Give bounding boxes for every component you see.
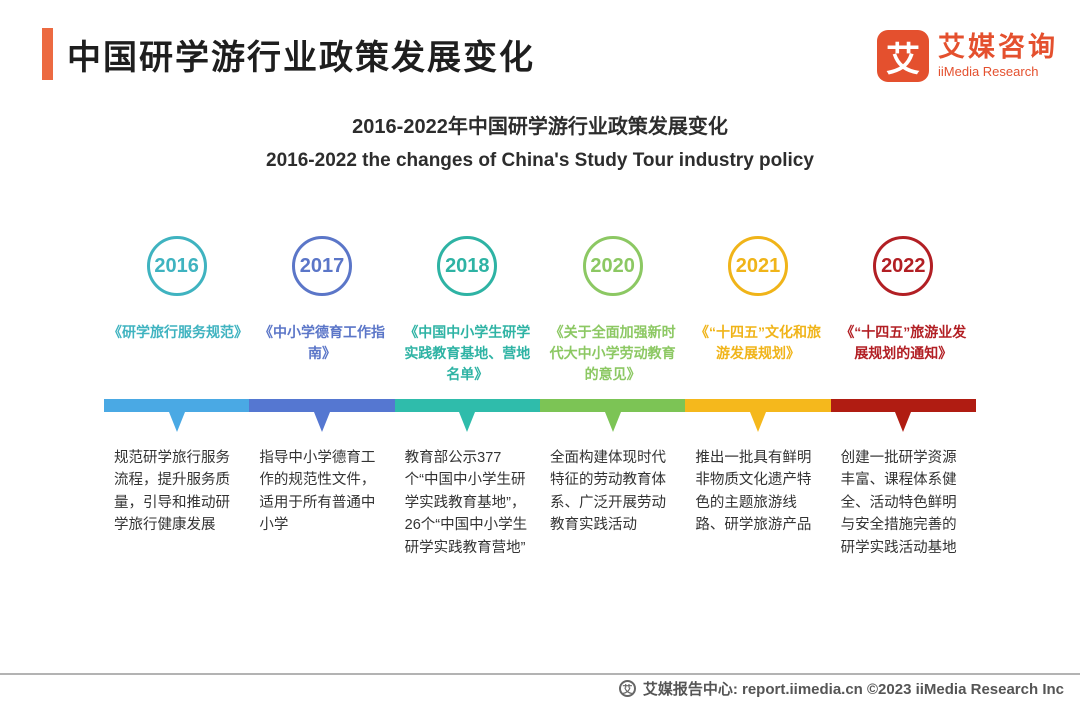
timeline-item-2020: 2020 《关于全面加强新时代大中小学劳动教育的意见》 全面构建体现时代特征的劳… — [539, 236, 686, 559]
policy-description-2022: 创建一批研学资源丰富、课程体系健全、活动特色鲜明与安全措施完善的研学实践活动基地 — [840, 450, 957, 556]
footer: 艾 艾媒报告中心: report.iimedia.cn ©2023 iiMedi… — [0, 673, 1080, 702]
policy-name-2016: 《研学旅行服务规范》 — [108, 324, 248, 340]
figure-title-cn: 2016-2022年中国研学游行业政策发展变化 — [352, 116, 728, 138]
timeline-bar-segment-2020 — [539, 399, 686, 412]
year-circle-2018: 2018 — [437, 236, 498, 296]
policy-name-2018: 《中国中小学生研学实践教育基地、营地名单》 — [404, 324, 531, 382]
year-circle-2020: 2020 — [582, 236, 643, 296]
logo-name-cn: 艾媒咨询 — [938, 32, 1058, 62]
footer-text: 艾媒报告中心: report.iimedia.cn ©2023 iiMedia … — [642, 681, 1064, 698]
timeline-item-2021: 2021 《“十四五”文化和旅游发展规划》 推出一批具有鲜明非物质文化遗产特色的… — [685, 236, 831, 559]
timeline-item-2022: 2022 《“十四五”旅游业发展规划的通知》 创建一批研学资源丰富、课程体系健全… — [830, 236, 976, 559]
iimedia-logo-icon: 艾 — [877, 30, 929, 82]
title-block: 中国研学游行业政策发展变化 — [42, 28, 535, 80]
page-title: 中国研学游行业政策发展变化 — [67, 38, 535, 77]
policy-description-2021: 推出一批具有鲜明非物质文化遗产特色的主题旅游线路、研学旅游产品 — [695, 450, 812, 534]
year-circle-2021: 2021 — [727, 236, 788, 296]
logo-name-en: iiMedia Research — [938, 63, 1039, 79]
policy-name-2021: 《“十四五”文化和旅游发展规划》 — [694, 324, 821, 361]
figure-title-en: 2016-2022 the changes of China's Study T… — [266, 150, 814, 171]
policy-description-2016: 规范研学旅行服务流程，提升服务质量，引导和推动研学旅行健康发展 — [114, 450, 230, 534]
timeline-bar-segment-2021 — [685, 399, 831, 412]
timeline-item-2016: 2016 《研学旅行服务规范》 规范研学旅行服务流程，提升服务质量，引导和推动研… — [104, 236, 250, 559]
policy-description-2020: 全面构建体现时代特征的劳动教育体系、广泛开展劳动教育实践活动 — [549, 450, 666, 534]
year-circle-2022: 2022 — [873, 236, 934, 296]
year-circle-2017: 2017 — [291, 236, 352, 296]
policy-name-2020: 《关于全面加强新时代大中小学劳动教育的意见》 — [549, 324, 676, 382]
iimedia-globe-icon: 艾 — [618, 680, 636, 697]
title-accent-bar — [42, 28, 53, 80]
policy-name-2022: 《“十四五”旅游业发展规划的通知》 — [840, 324, 967, 361]
timeline-bar-segment-2018 — [394, 399, 540, 412]
timeline-bar-segment-2017 — [249, 399, 395, 412]
policy-timeline: 2016 《研学旅行服务规范》 规范研学旅行服务流程，提升服务质量，引导和推动研… — [104, 236, 976, 559]
iimedia-logo: 艾 艾媒咨询 iiMedia Research — [877, 28, 1058, 82]
iimedia-logo-text: 艾媒咨询 iiMedia Research — [938, 32, 1058, 79]
policy-name-2017: 《中小学德育工作指南》 — [258, 324, 385, 361]
header: 中国研学游行业政策发展变化 艾 艾媒咨询 iiMedia Research — [0, 0, 1080, 82]
timeline-bar-segment-2022 — [830, 399, 976, 412]
timeline-bar-segment-2016 — [104, 399, 250, 412]
figure-titles: 2016-2022年中国研学游行业政策发展变化 2016-2022 the ch… — [0, 110, 1080, 172]
policy-description-2018: 教育部公示377个“中国中小学生研学实践教育基地”，26个“中国中小学生研学实践… — [404, 450, 528, 556]
timeline-item-2018: 2018 《中国中小学生研学实践教育基地、营地名单》 教育部公示377个“中国中… — [394, 236, 540, 559]
timeline-item-2017: 2017 《中小学德育工作指南》 指导中小学德育工作的规范性文件，适用于所有普通… — [249, 236, 395, 559]
year-circle-2016: 2016 — [146, 236, 207, 296]
policy-description-2017: 指导中小学德育工作的规范性文件，适用于所有普通中小学 — [259, 450, 376, 534]
